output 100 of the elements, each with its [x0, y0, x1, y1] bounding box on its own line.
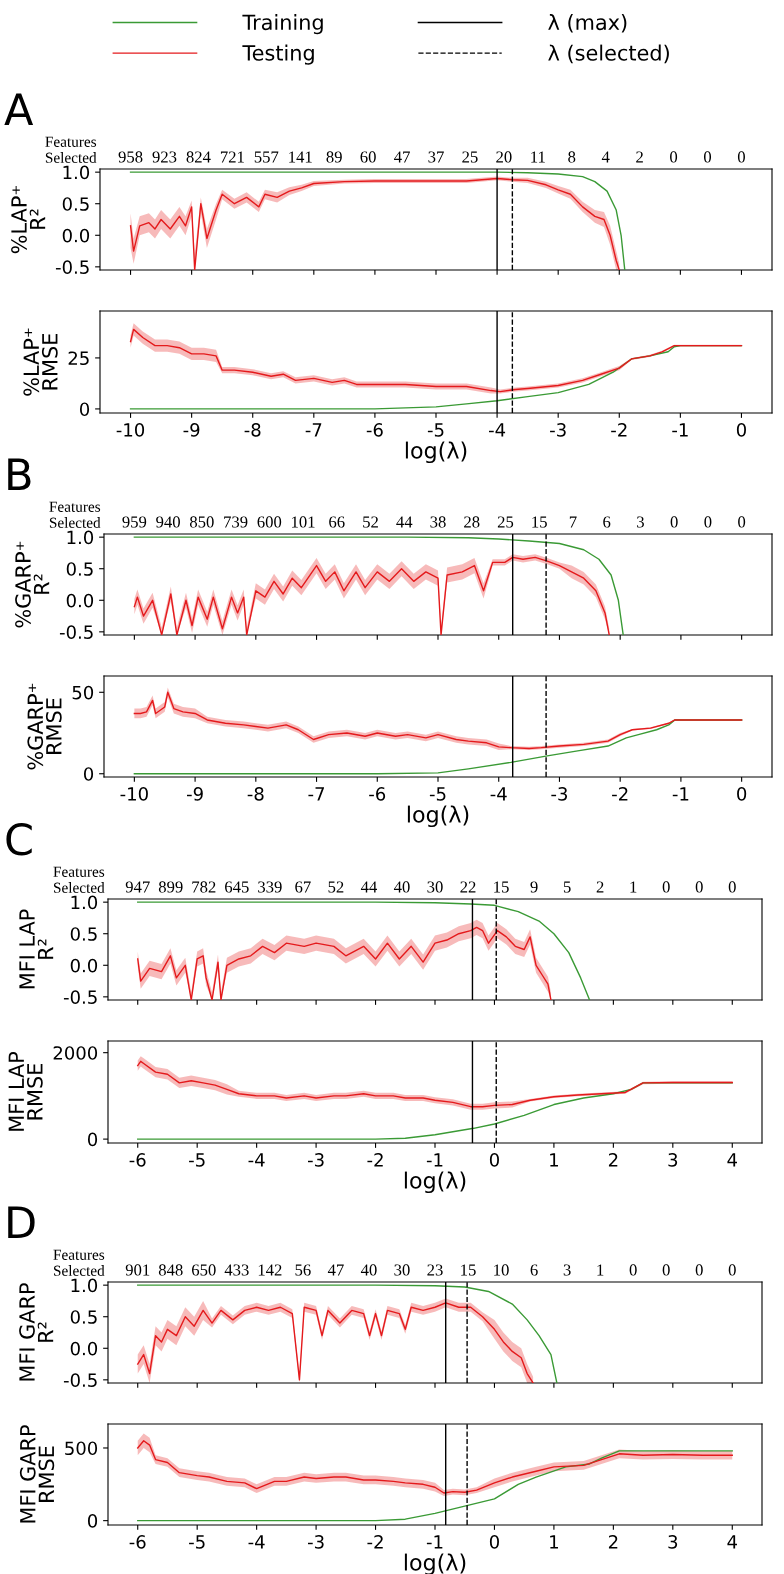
text: 923: [152, 151, 177, 163]
x-tick-label: 4: [727, 1153, 737, 1167]
x-tick-label: -4: [488, 423, 506, 437]
text: 557: [254, 151, 279, 163]
text: 52: [363, 516, 378, 528]
x-tick-label: -5: [429, 787, 446, 801]
text: 8: [568, 151, 576, 163]
x-tick-label: -4: [248, 1153, 265, 1167]
text: 645: [225, 881, 249, 893]
text: 37: [428, 151, 444, 163]
text: 958: [118, 151, 143, 163]
x-tick-label: 1: [550, 1153, 558, 1167]
x-tick-label: -2: [367, 1153, 383, 1167]
text: 15: [461, 1264, 476, 1276]
y-tick-label: 0.0: [66, 593, 94, 608]
x-tick-label: -2: [611, 423, 627, 437]
text: 782: [192, 881, 216, 893]
text: 9: [530, 881, 538, 893]
text: 721: [220, 151, 244, 163]
y-tick-label: -0.5: [63, 990, 97, 1004]
x-tick-label: -4: [490, 787, 507, 801]
text: 0: [662, 1264, 670, 1276]
text: 101: [292, 516, 315, 528]
legend-label: Training: [242, 14, 323, 35]
text: 15: [494, 881, 509, 893]
x-tick-label: -8: [244, 423, 261, 437]
x-tick-label: -7: [308, 787, 324, 801]
text: 20: [496, 151, 512, 163]
x-tick-label: -3: [307, 1535, 324, 1549]
x-tick-label: -5: [427, 423, 444, 437]
y-tick-label: 50: [72, 685, 94, 700]
x-axis-title: log(λ): [407, 805, 469, 828]
x-tick-label: -9: [186, 787, 203, 801]
y-tick-label: 0.0: [70, 1341, 98, 1356]
x-tick-label: -3: [307, 1153, 324, 1167]
text: 947: [125, 881, 150, 893]
text: 25: [497, 516, 514, 528]
text: 67: [295, 881, 311, 893]
text: 899: [158, 881, 183, 893]
y-axis-title: MFI LAP R²: [19, 909, 54, 989]
chart-title: C: [6, 823, 32, 856]
text: 56: [295, 1264, 311, 1276]
y-axis-title: %LAP⁺ R²: [11, 186, 46, 254]
y-tick-label: 0: [87, 1514, 98, 1528]
text: 0: [695, 881, 703, 893]
x-tick-label: 2: [608, 1535, 618, 1549]
text: 433: [224, 1264, 249, 1276]
x-tick-label: 3: [668, 1153, 678, 1167]
text: 10: [494, 1264, 509, 1276]
y-tick-label: 0.0: [70, 958, 98, 973]
text: 0: [738, 516, 746, 528]
line-series: [133, 536, 624, 635]
chart-title: D: [8, 1206, 35, 1238]
x-tick-label: -6: [369, 787, 386, 801]
x-tick-label: -5: [189, 1153, 205, 1167]
text: 6: [603, 516, 611, 528]
text: Features Selected: [49, 501, 101, 528]
text: 6: [530, 1264, 538, 1276]
x-tick-label: 4: [727, 1535, 737, 1549]
text: 0: [662, 881, 670, 893]
x-tick-label: -1: [672, 787, 689, 801]
y-tick-label: -0.5: [59, 625, 93, 639]
y-tick-label: 0.5: [70, 927, 97, 941]
text: 142: [258, 1264, 282, 1276]
text: 3: [637, 516, 644, 528]
x-tick-label: -10: [120, 787, 148, 801]
text: 28: [464, 516, 480, 528]
chart-title: B: [8, 458, 31, 490]
text: 1: [597, 1264, 604, 1276]
y-tick-label: 1.0: [67, 530, 94, 545]
y-tick-label: -0.5: [55, 260, 89, 274]
x-tick-label: -5: [189, 1535, 205, 1549]
text: 0: [670, 516, 678, 528]
line-series: [137, 1082, 733, 1140]
y-tick-label: 1.0: [71, 1278, 98, 1293]
y-tick-label: 0.0: [62, 228, 90, 243]
x-tick-label: 0: [489, 1153, 499, 1167]
text: Features Selected: [45, 136, 97, 163]
x-tick-label: -3: [551, 787, 568, 801]
x-tick-label: -6: [366, 423, 383, 437]
y-axis-title: MFI GARP RMSE: [19, 1425, 55, 1523]
text: 3: [563, 1264, 571, 1276]
line-series: [137, 1450, 733, 1522]
text: 44: [360, 881, 378, 893]
x-tick-label: -8: [247, 787, 264, 801]
x-tick-label: -9: [183, 423, 200, 437]
text: 901: [125, 1264, 150, 1276]
text: 89: [326, 151, 342, 163]
x-tick-label: -3: [550, 423, 566, 437]
y-tick-label: 25: [68, 351, 89, 366]
text: 7: [569, 516, 577, 528]
line-series: [137, 901, 591, 1000]
y-tick-label: 0: [87, 1132, 98, 1147]
text: 0: [704, 516, 712, 528]
y-tick-label: 0.5: [62, 197, 89, 211]
text: 5: [563, 881, 571, 893]
x-tick-label: -2: [612, 787, 628, 801]
y-axis-title: %LAP⁺ RMSE: [23, 328, 58, 396]
x-tick-label: -1: [672, 423, 688, 437]
x-tick-label: 0: [489, 1535, 499, 1549]
